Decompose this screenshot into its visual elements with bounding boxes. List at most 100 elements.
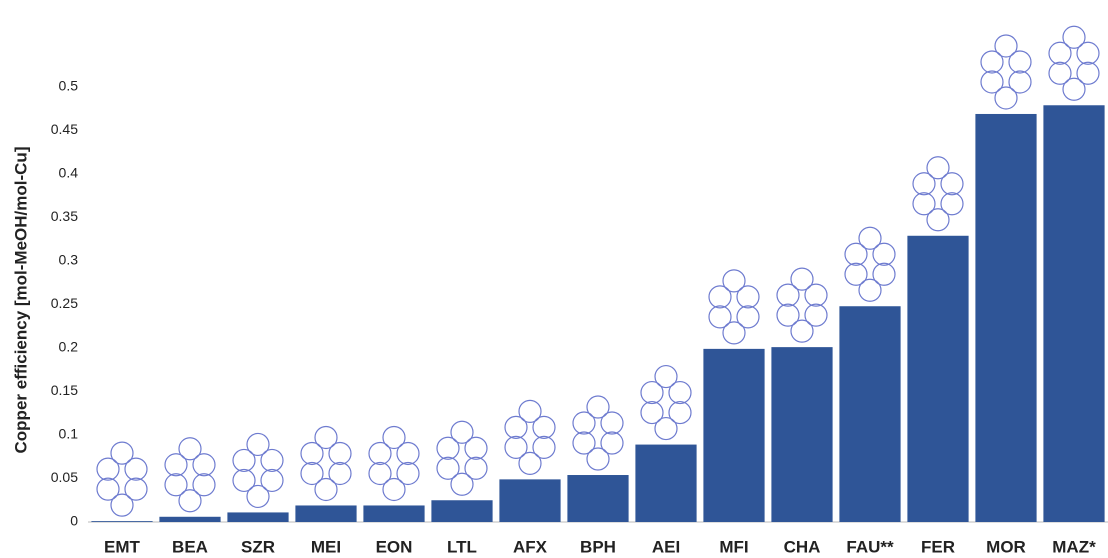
framework-ring <box>1048 61 1072 85</box>
framework-ring <box>382 477 406 502</box>
framework-ring <box>396 441 420 466</box>
framework-ring <box>314 477 338 502</box>
framework-ring <box>518 451 542 475</box>
framework-ring <box>192 453 216 477</box>
framework-ring <box>776 303 800 327</box>
framework-ring <box>436 436 460 460</box>
framework-ring <box>1048 41 1072 65</box>
framework-icon <box>572 395 624 471</box>
framework-ring <box>368 441 392 466</box>
framework-ring <box>450 472 474 496</box>
framework-ring <box>844 262 868 286</box>
framework-icon <box>504 399 556 475</box>
framework-ring <box>1008 70 1032 94</box>
bar <box>975 113 1037 522</box>
framework-ring <box>640 380 664 405</box>
framework-ring <box>164 473 188 497</box>
framework-ring <box>464 456 488 480</box>
x-tick-label: MOR <box>986 537 1026 556</box>
framework-icon <box>844 226 896 302</box>
framework-ring <box>708 305 732 329</box>
framework-icon <box>640 364 692 441</box>
framework-ring <box>872 242 896 266</box>
framework-icon <box>96 441 148 517</box>
bar <box>1043 105 1105 523</box>
framework-ring <box>736 285 760 309</box>
framework-ring <box>994 86 1018 110</box>
bar <box>295 505 357 522</box>
framework-ring <box>1062 77 1086 101</box>
framework-ring <box>844 242 868 266</box>
framework-ring <box>736 305 760 329</box>
framework-ring <box>532 415 556 439</box>
bar <box>839 306 901 522</box>
y-tick-label: 0.1 <box>59 426 79 442</box>
framework-ring <box>246 432 270 457</box>
framework-ring <box>600 431 624 455</box>
framework-icon <box>1048 25 1100 101</box>
bar <box>499 479 561 522</box>
framework-ring <box>260 448 284 473</box>
framework-icon <box>164 437 216 513</box>
bar <box>635 444 697 522</box>
x-tick-label: BEA <box>172 537 208 556</box>
framework-ring <box>872 262 896 286</box>
framework-ring <box>858 278 882 302</box>
framework-ring <box>436 456 460 480</box>
framework-ring <box>980 70 1004 94</box>
framework-icon <box>980 34 1032 110</box>
framework-ring <box>708 285 732 309</box>
framework-ring <box>246 484 270 509</box>
bar <box>431 500 493 522</box>
framework-ring <box>1076 41 1100 65</box>
y-tick-label: 0.05 <box>51 469 78 485</box>
framework-ring <box>940 172 964 196</box>
framework-ring <box>572 411 596 435</box>
framework-ring <box>164 453 188 477</box>
framework-ring <box>804 303 828 327</box>
y-tick-label: 0 <box>70 513 78 529</box>
framework-ring <box>532 435 556 459</box>
bar <box>159 516 221 522</box>
framework-icon <box>708 269 760 345</box>
bar <box>227 512 289 522</box>
x-tick-label: EON <box>376 537 413 556</box>
y-axis-title: Copper efficiency [mol-MeOH/mol-Cu] <box>11 147 30 454</box>
framework-ring <box>518 399 542 423</box>
framework-ring <box>940 192 964 216</box>
x-tick-label: SZR <box>241 537 275 556</box>
framework-ring <box>300 441 324 466</box>
bar <box>363 505 425 522</box>
framework-ring <box>260 468 284 493</box>
x-tick-label: CHA <box>784 537 821 556</box>
framework-ring <box>586 395 610 419</box>
framework-ring <box>654 416 678 441</box>
framework-ring <box>464 436 488 460</box>
framework-ring <box>640 400 664 425</box>
x-tick-label: AEI <box>652 537 680 556</box>
framework-ring <box>668 380 692 405</box>
framework-icon <box>300 425 352 502</box>
framework-ring <box>328 441 352 466</box>
y-tick-label: 0.15 <box>51 382 78 398</box>
y-tick-label: 0.2 <box>59 339 79 355</box>
bar <box>567 475 629 522</box>
framework-ring <box>110 493 134 517</box>
framework-ring <box>178 489 202 513</box>
framework-ring <box>790 319 814 343</box>
framework-ring <box>178 437 202 461</box>
framework-ring <box>912 172 936 196</box>
framework-ring <box>980 50 1004 74</box>
y-tick-label: 0.25 <box>51 295 78 311</box>
framework-ring <box>926 208 950 232</box>
x-tick-label: AFX <box>513 537 548 556</box>
y-tick-label: 0.5 <box>59 78 79 94</box>
y-tick-label: 0.4 <box>59 165 79 181</box>
framework-ring <box>96 477 120 501</box>
framework-ring <box>368 461 392 486</box>
framework-icon <box>776 267 828 343</box>
y-tick-label: 0.35 <box>51 208 78 224</box>
framework-ring <box>804 283 828 307</box>
framework-icon <box>232 432 284 509</box>
